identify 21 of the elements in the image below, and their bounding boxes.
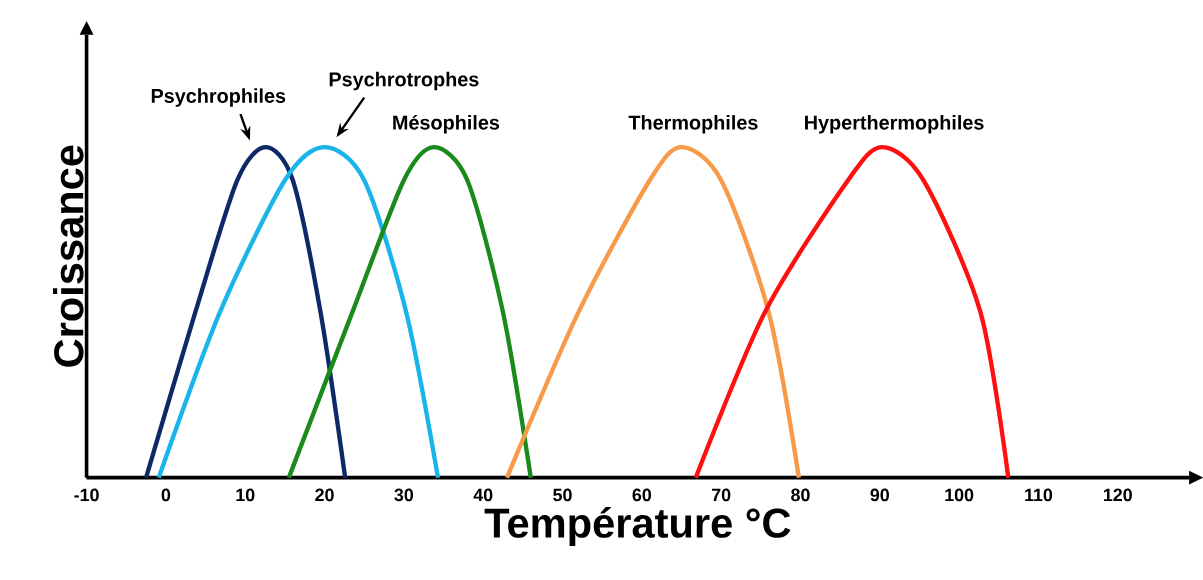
x-tick-label: 30 [394, 488, 414, 502]
y-axis-title: Croissance [52, 145, 84, 367]
x-tick-label: 60 [632, 488, 652, 502]
x-tick-label: 50 [553, 488, 572, 502]
x-tick-label: 40 [473, 488, 493, 502]
series-label: Thermophiles [628, 115, 758, 134]
x-tick-label: 100 [945, 488, 974, 502]
x-tick-label: 70 [712, 488, 731, 502]
x-tick-label: 20 [315, 488, 334, 502]
x-tick-label: 90 [870, 488, 889, 502]
text: Psychrotrophes [329, 71, 479, 91]
text: Psychrophiles [151, 88, 286, 107]
series-label: Mésophiles [393, 114, 500, 134]
x-tick-label: 110 [1025, 488, 1053, 502]
x-tick-label: 120 [1103, 488, 1132, 502]
x-tick-label: 10 [236, 488, 255, 502]
x-axis-title: Température °C [484, 506, 791, 547]
x-tick-label: 80 [791, 488, 810, 502]
x-tick-label: 0 [161, 488, 171, 502]
series-label: Hyperthermophiles [805, 115, 984, 134]
x-tick-label: -10 [74, 488, 99, 502]
